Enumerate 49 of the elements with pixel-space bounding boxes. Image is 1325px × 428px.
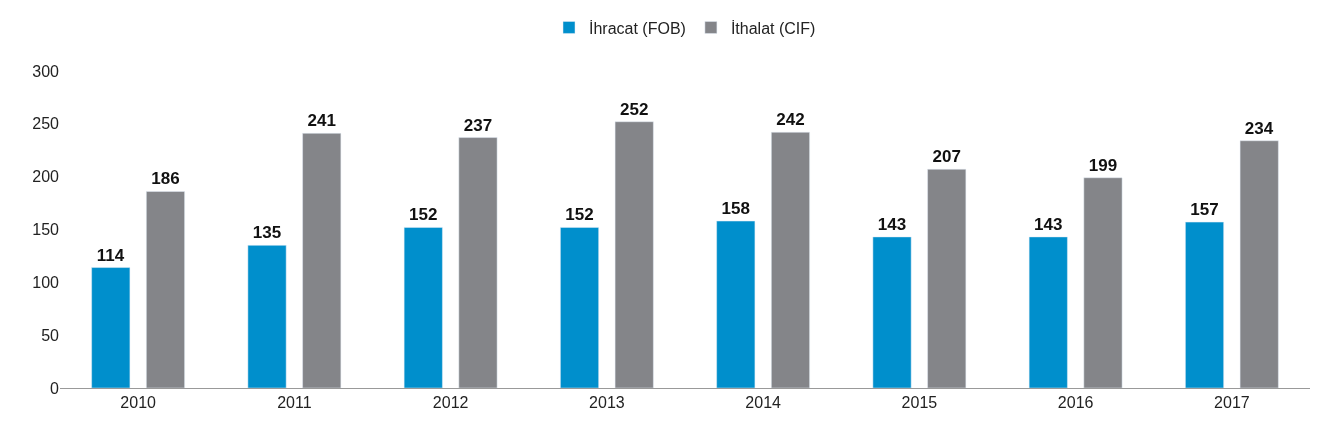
data-label: 241 <box>307 111 336 131</box>
data-label: 234 <box>1244 118 1274 138</box>
bar <box>146 191 185 388</box>
bar <box>1028 236 1068 388</box>
data-label: 152 <box>409 205 438 225</box>
data-label: 143 <box>1034 214 1063 234</box>
bar <box>771 132 810 388</box>
bar <box>247 245 287 388</box>
x-tick-label: 2011 <box>277 394 312 412</box>
x-tick-label: 2010 <box>120 394 157 412</box>
legend-label: İhracat (FOB) <box>589 18 686 37</box>
y-tick-label: 100 <box>32 273 60 291</box>
bar <box>1083 177 1123 388</box>
bar <box>1239 140 1279 388</box>
bar <box>872 236 912 388</box>
bar <box>91 267 131 388</box>
bar <box>1185 221 1224 388</box>
bar <box>403 227 443 388</box>
bar <box>458 137 498 388</box>
y-tick-label: 300 <box>32 62 60 80</box>
bar <box>560 227 599 388</box>
bar <box>614 121 654 388</box>
x-tick-label: 2014 <box>745 394 782 412</box>
data-label: 237 <box>463 115 493 135</box>
y-tick-label: 50 <box>41 326 60 344</box>
bar <box>927 169 967 388</box>
data-label: 242 <box>776 110 805 130</box>
data-label: 158 <box>721 199 750 219</box>
y-tick-label: 250 <box>32 115 60 133</box>
data-label: 135 <box>252 223 282 243</box>
y-tick-label: 200 <box>32 168 60 186</box>
x-tick-label: 2017 <box>1214 394 1250 412</box>
y-tick-label: 150 <box>32 221 60 239</box>
data-label: 199 <box>1088 155 1118 175</box>
x-tick-label: 2013 <box>589 394 625 412</box>
x-tick-label: 2015 <box>901 394 938 412</box>
bar <box>716 220 756 388</box>
legend-label: İthalat (CIF) <box>730 18 816 37</box>
data-label: 207 <box>932 147 961 167</box>
data-label: 143 <box>877 214 907 234</box>
data-label: 157 <box>1190 200 1219 220</box>
bar <box>302 133 342 388</box>
data-label: 114 <box>96 245 125 265</box>
data-label: 252 <box>620 99 649 119</box>
data-label: 152 <box>565 205 594 225</box>
data-label: 186 <box>151 169 180 189</box>
x-tick-label: 2016 <box>1057 394 1094 412</box>
y-tick-label: 0 <box>50 379 60 397</box>
x-tick-label: 2012 <box>432 394 469 412</box>
